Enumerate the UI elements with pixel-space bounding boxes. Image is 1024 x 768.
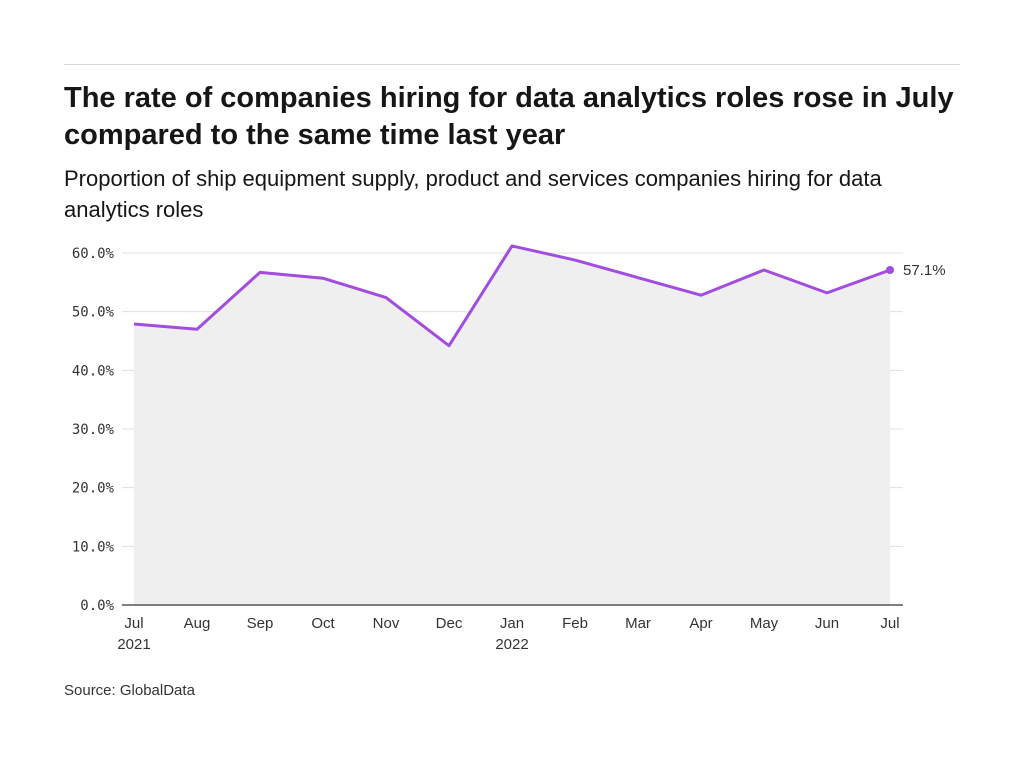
y-tick-label: 10.0% bbox=[72, 539, 115, 555]
data-point bbox=[886, 266, 894, 275]
chart-title: The rate of companies hiring for data an… bbox=[64, 82, 954, 151]
x-year-label: 2022 bbox=[495, 636, 528, 653]
x-tick-label: Jul bbox=[124, 615, 143, 632]
x-tick-label: Jun bbox=[815, 615, 839, 632]
x-tick-label: Jul bbox=[880, 615, 899, 632]
x-tick-label: Dec bbox=[436, 615, 463, 632]
x-tick-label: Sep bbox=[247, 615, 274, 632]
y-tick-label: 30.0% bbox=[72, 422, 115, 438]
x-tick-label: May bbox=[750, 615, 779, 632]
y-tick-label: 50.0% bbox=[72, 305, 115, 321]
x-tick-label: Jan bbox=[500, 615, 524, 632]
y-tick-label: 40.0% bbox=[72, 363, 115, 379]
x-tick-label: Feb bbox=[562, 615, 588, 632]
source-note: Source: GlobalData bbox=[64, 682, 195, 699]
x-tick-label: Mar bbox=[625, 615, 651, 632]
y-tick-label: 60.0% bbox=[72, 246, 115, 262]
x-tick-label: Oct bbox=[311, 615, 335, 632]
top-rule bbox=[64, 64, 960, 65]
x-tick-label: Aug bbox=[184, 615, 211, 632]
x-year-label: 2021 bbox=[117, 636, 150, 653]
y-tick-label: 20.0% bbox=[72, 481, 115, 497]
chart-subtitle: Proportion of ship equipment supply, pro… bbox=[64, 166, 882, 222]
end-value-label: 57.1% bbox=[903, 262, 946, 279]
x-tick-label: Nov bbox=[373, 615, 400, 632]
series-line bbox=[133, 244, 891, 348]
x-tick-label: Apr bbox=[689, 615, 712, 632]
y-tick-label: 0.0% bbox=[80, 598, 114, 614]
area-fill bbox=[134, 245, 890, 605]
